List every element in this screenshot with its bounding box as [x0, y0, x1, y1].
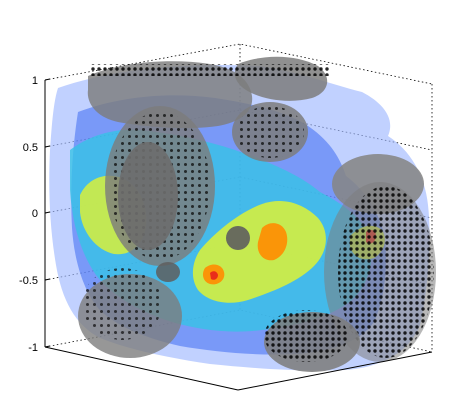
peak-left: [210, 271, 218, 280]
z-tick-label: -0.5: [19, 275, 38, 287]
z-tick-labels: 1 0.5 0 -0.5 -1: [19, 75, 38, 354]
hot-spot-center: [257, 223, 288, 261]
sphere-top-shell: [87, 61, 253, 129]
z-tick-mark--1: [44, 345, 51, 348]
z-tick-label: 1: [32, 75, 38, 87]
z-tick-mark--0.5: [44, 278, 51, 281]
z-tick-label: -1: [28, 342, 38, 354]
z-tick-label: 0.5: [23, 142, 38, 154]
z-tick-mark-0: [44, 211, 51, 214]
spheres: [78, 56, 436, 372]
sphere-left-inner: [118, 142, 178, 250]
sphere-bottom-center-dots: [264, 310, 348, 362]
z-tick-label: 0: [32, 208, 38, 220]
y-axis-line: [237, 351, 433, 391]
x-axis-line: [44, 346, 239, 391]
box-edge-top-back: [44, 43, 433, 85]
sphere-right-large-dots: [338, 186, 434, 358]
sphere-small-left: [156, 262, 180, 282]
sphere-small-center: [226, 226, 250, 250]
axes-front: [44, 78, 433, 391]
z-tick-mark-0.5: [44, 145, 51, 148]
sphere-center-top-dots: [236, 106, 304, 158]
sphere-top-dots: [90, 64, 330, 76]
sphere-bottom-left-dots: [82, 268, 162, 340]
z-tick-mark-1: [44, 78, 51, 81]
